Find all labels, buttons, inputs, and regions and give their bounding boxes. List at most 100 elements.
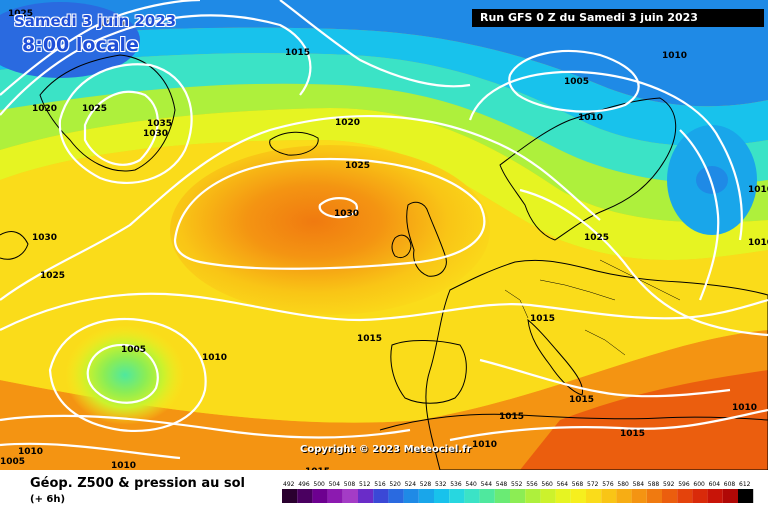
iberia-coast xyxy=(390,339,467,404)
central-high-area xyxy=(170,145,490,315)
pressure-label: 1025 xyxy=(82,104,107,114)
scale-tick-label: 528 xyxy=(420,481,432,488)
pressure-label: 1010 xyxy=(18,447,43,457)
scale-tick-label: 560 xyxy=(541,481,553,488)
isobar-1025-ring xyxy=(173,157,486,270)
scale-tick-label: 596 xyxy=(678,481,690,488)
isobar-1010-north-sea xyxy=(468,70,743,241)
scale-swatches: 492 496 500 504 508 512 516 520 524 528 532 536 540 5… xyxy=(282,481,754,503)
map-local-time: 8:00 locale xyxy=(22,34,139,56)
scale-tick-label: 524 xyxy=(405,481,417,488)
scale-swatch xyxy=(677,489,693,503)
scale-tick-label: 580 xyxy=(617,481,629,488)
scale-tick-label: 564 xyxy=(557,481,569,488)
scale-swatch xyxy=(312,489,328,503)
scandinavia-coast xyxy=(499,97,677,241)
scale-swatch xyxy=(327,489,343,503)
scale-swatch xyxy=(707,489,723,503)
pressure-label: 1015 xyxy=(620,429,645,439)
scale-tick-label: 500 xyxy=(313,481,325,488)
pressure-label: 1025 xyxy=(345,161,370,171)
scale-tick-label: 544 xyxy=(481,481,493,488)
iceland-coast xyxy=(269,131,319,156)
scale-swatch xyxy=(479,489,495,503)
scale-swatch xyxy=(449,489,465,503)
transition-band xyxy=(0,108,768,260)
scale-swatch xyxy=(464,489,480,503)
isobar-1015-east xyxy=(519,188,768,337)
isobar-1035-greenland xyxy=(83,90,159,166)
isobar-1005-scandinavia xyxy=(508,49,640,113)
isobar-1015-mediterranean xyxy=(479,358,731,398)
scale-swatch xyxy=(358,489,374,503)
cyan-band xyxy=(0,53,768,184)
southeast-hot-area xyxy=(520,370,768,470)
pressure-label: 1015 xyxy=(530,314,555,324)
scale-tick-label: 612 xyxy=(739,481,751,488)
pressure-label: 1035 xyxy=(147,119,172,129)
scale-swatch xyxy=(342,489,358,503)
isobar-1025-north xyxy=(0,14,312,116)
pressure-label: 1030 xyxy=(334,209,359,219)
scale-tick-label: 540 xyxy=(465,481,477,488)
scale-swatch xyxy=(434,489,450,503)
scale-swatch xyxy=(662,489,678,503)
scale-swatch xyxy=(586,489,602,503)
isobars xyxy=(0,0,768,460)
forecast-hour: (+ 6h) xyxy=(30,494,66,505)
border-balkans xyxy=(584,329,626,356)
pressure-label: 1025 xyxy=(8,9,33,19)
scale-tick-label: 584 xyxy=(633,481,645,488)
scale-tick-label: 496 xyxy=(298,481,310,488)
scale-tick-label: 604 xyxy=(709,481,721,488)
scale-swatch xyxy=(570,489,586,503)
pressure-label: 1025 xyxy=(40,271,65,281)
isobar-1010-south xyxy=(0,442,181,460)
pressure-label: 1020 xyxy=(335,118,360,128)
map-date: Samedi 3 juin 2023 xyxy=(14,12,177,30)
scale-swatch xyxy=(601,489,617,503)
scale-tick-label: 552 xyxy=(511,481,523,488)
isobar-1020-north xyxy=(0,0,201,96)
pressure-label: 1010 xyxy=(748,185,768,195)
scale-tick-label: 520 xyxy=(389,481,401,488)
scale-swatch xyxy=(297,489,313,503)
scale-tick-label: 504 xyxy=(329,481,341,488)
pressure-label: 1025 xyxy=(584,233,609,243)
pressure-label: 1010 xyxy=(732,403,757,413)
isobar-1015-south xyxy=(0,414,411,439)
scale-swatch xyxy=(282,489,298,503)
scale-swatch xyxy=(631,489,647,503)
scale-tick-label: 556 xyxy=(526,481,538,488)
color-scale-legend: 492 496 500 504 508 512 516 520 524 528 532 536 540 5… xyxy=(282,481,754,503)
scale-swatch xyxy=(494,489,510,503)
scale-tick-label: 568 xyxy=(572,481,584,488)
pressure-label: 1015 xyxy=(569,395,594,405)
scale-tick-label: 608 xyxy=(724,481,736,488)
isobar-1020-arc xyxy=(0,114,601,301)
scale-swatch xyxy=(525,489,541,503)
ireland-coast xyxy=(391,234,412,259)
greenland-coast xyxy=(39,54,176,172)
pressure-label: 1015 xyxy=(285,48,310,58)
isobar-1005-low xyxy=(86,343,159,404)
scale-swatch xyxy=(388,489,404,503)
pressure-label: 1010 xyxy=(748,238,768,248)
pressure-label: 1005 xyxy=(0,457,25,467)
isobar-1030-greenland xyxy=(58,63,193,185)
isobar-1015-north xyxy=(279,0,471,88)
scale-tick-label: 532 xyxy=(435,481,447,488)
scale-tick-label: 592 xyxy=(663,481,675,488)
italy-coast xyxy=(527,318,584,396)
border-central-europe xyxy=(539,279,616,301)
green-band xyxy=(0,83,768,223)
pressure-label: 1020 xyxy=(100,19,125,29)
scale-swatch xyxy=(418,489,434,503)
scale-swatch xyxy=(738,489,754,503)
border-france-germany xyxy=(504,289,529,319)
scale-swatch xyxy=(692,489,708,503)
isobar-1010-africa xyxy=(449,408,768,442)
pressure-label: 1015 xyxy=(499,412,524,422)
